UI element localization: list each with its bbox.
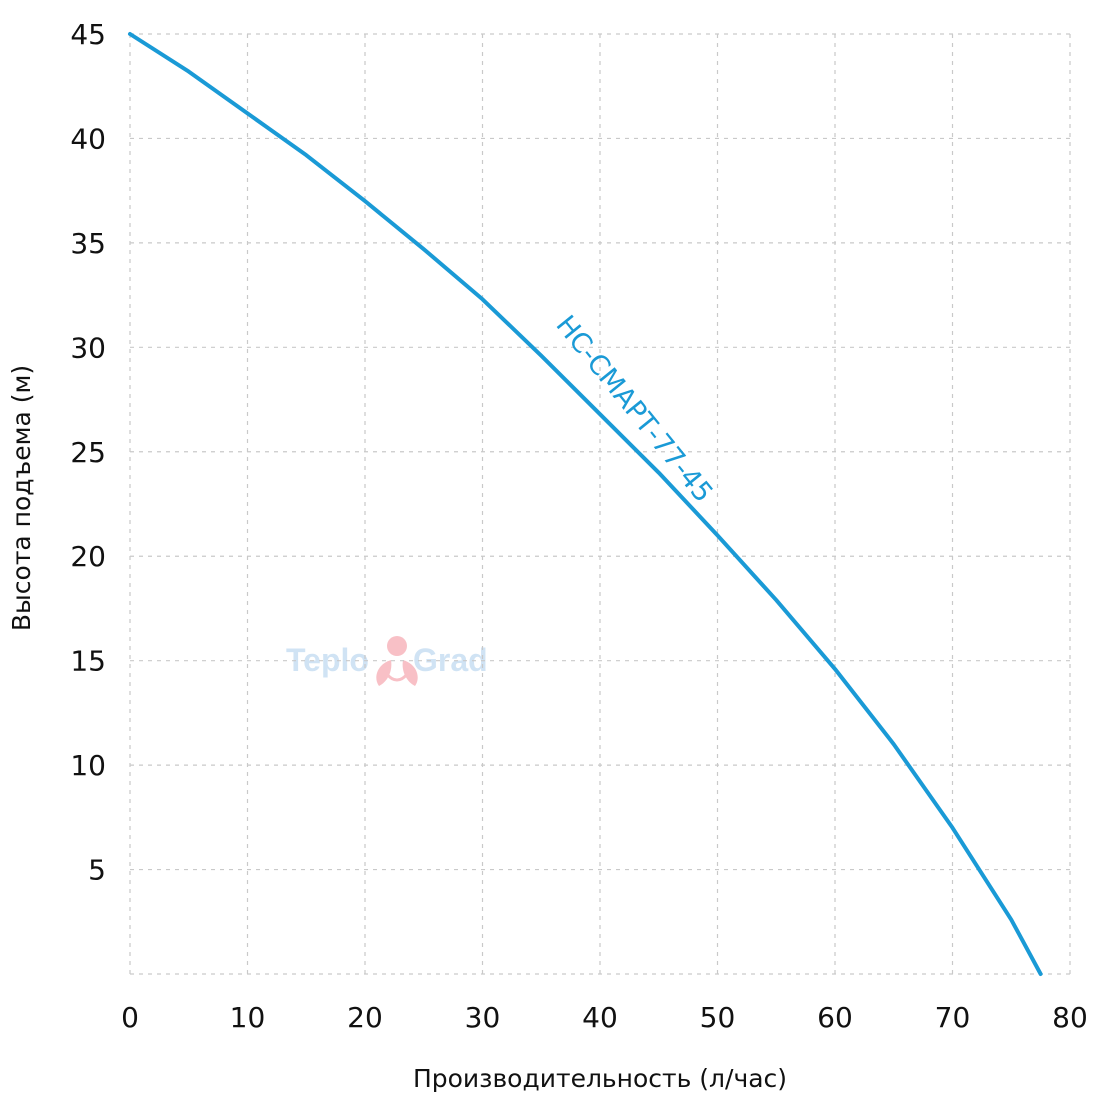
x-tick-label: 10 (230, 1001, 266, 1034)
y-tick-label: 5 (88, 854, 106, 887)
y-tick-label: 45 (70, 18, 106, 51)
y-axis-title: Высота подъема (м) (7, 365, 36, 631)
y-tick-label: 15 (70, 645, 106, 678)
y-axis-tick-labels: 5 10 15 20 25 30 35 40 45 (70, 18, 106, 887)
y-tick-label: 30 (70, 331, 106, 364)
x-tick-label: 60 (817, 1001, 853, 1034)
watermark-text-left: Teplo (286, 642, 369, 678)
grid (129, 33, 1071, 975)
x-tick-label: 40 (582, 1001, 618, 1034)
x-tick-label: 0 (121, 1001, 139, 1034)
series-line (128, 32, 1043, 976)
watermark-emblem-icon (376, 636, 418, 686)
x-tick-label: 80 (1052, 1001, 1088, 1034)
x-axis-tick-labels: 0 10 20 30 40 50 60 70 80 (121, 1001, 1088, 1034)
y-tick-label: 10 (70, 749, 106, 782)
y-tick-label: 35 (70, 227, 106, 260)
series-layer (128, 32, 1043, 976)
x-axis-title: Производительность (л/час) (413, 1064, 787, 1093)
y-tick-label: 40 (70, 122, 106, 155)
watermark-text-right: Grad (413, 642, 488, 678)
x-tick-label: 30 (465, 1001, 501, 1034)
x-tick-label: 50 (700, 1001, 736, 1034)
x-tick-label: 70 (935, 1001, 971, 1034)
y-tick-label: 20 (70, 540, 106, 573)
y-tick-label: 25 (70, 436, 106, 469)
x-tick-label: 20 (347, 1001, 383, 1034)
watermark-logo: Teplo Grad (286, 636, 488, 686)
series-label: НС-СМАРТ-77-45 (550, 310, 719, 509)
